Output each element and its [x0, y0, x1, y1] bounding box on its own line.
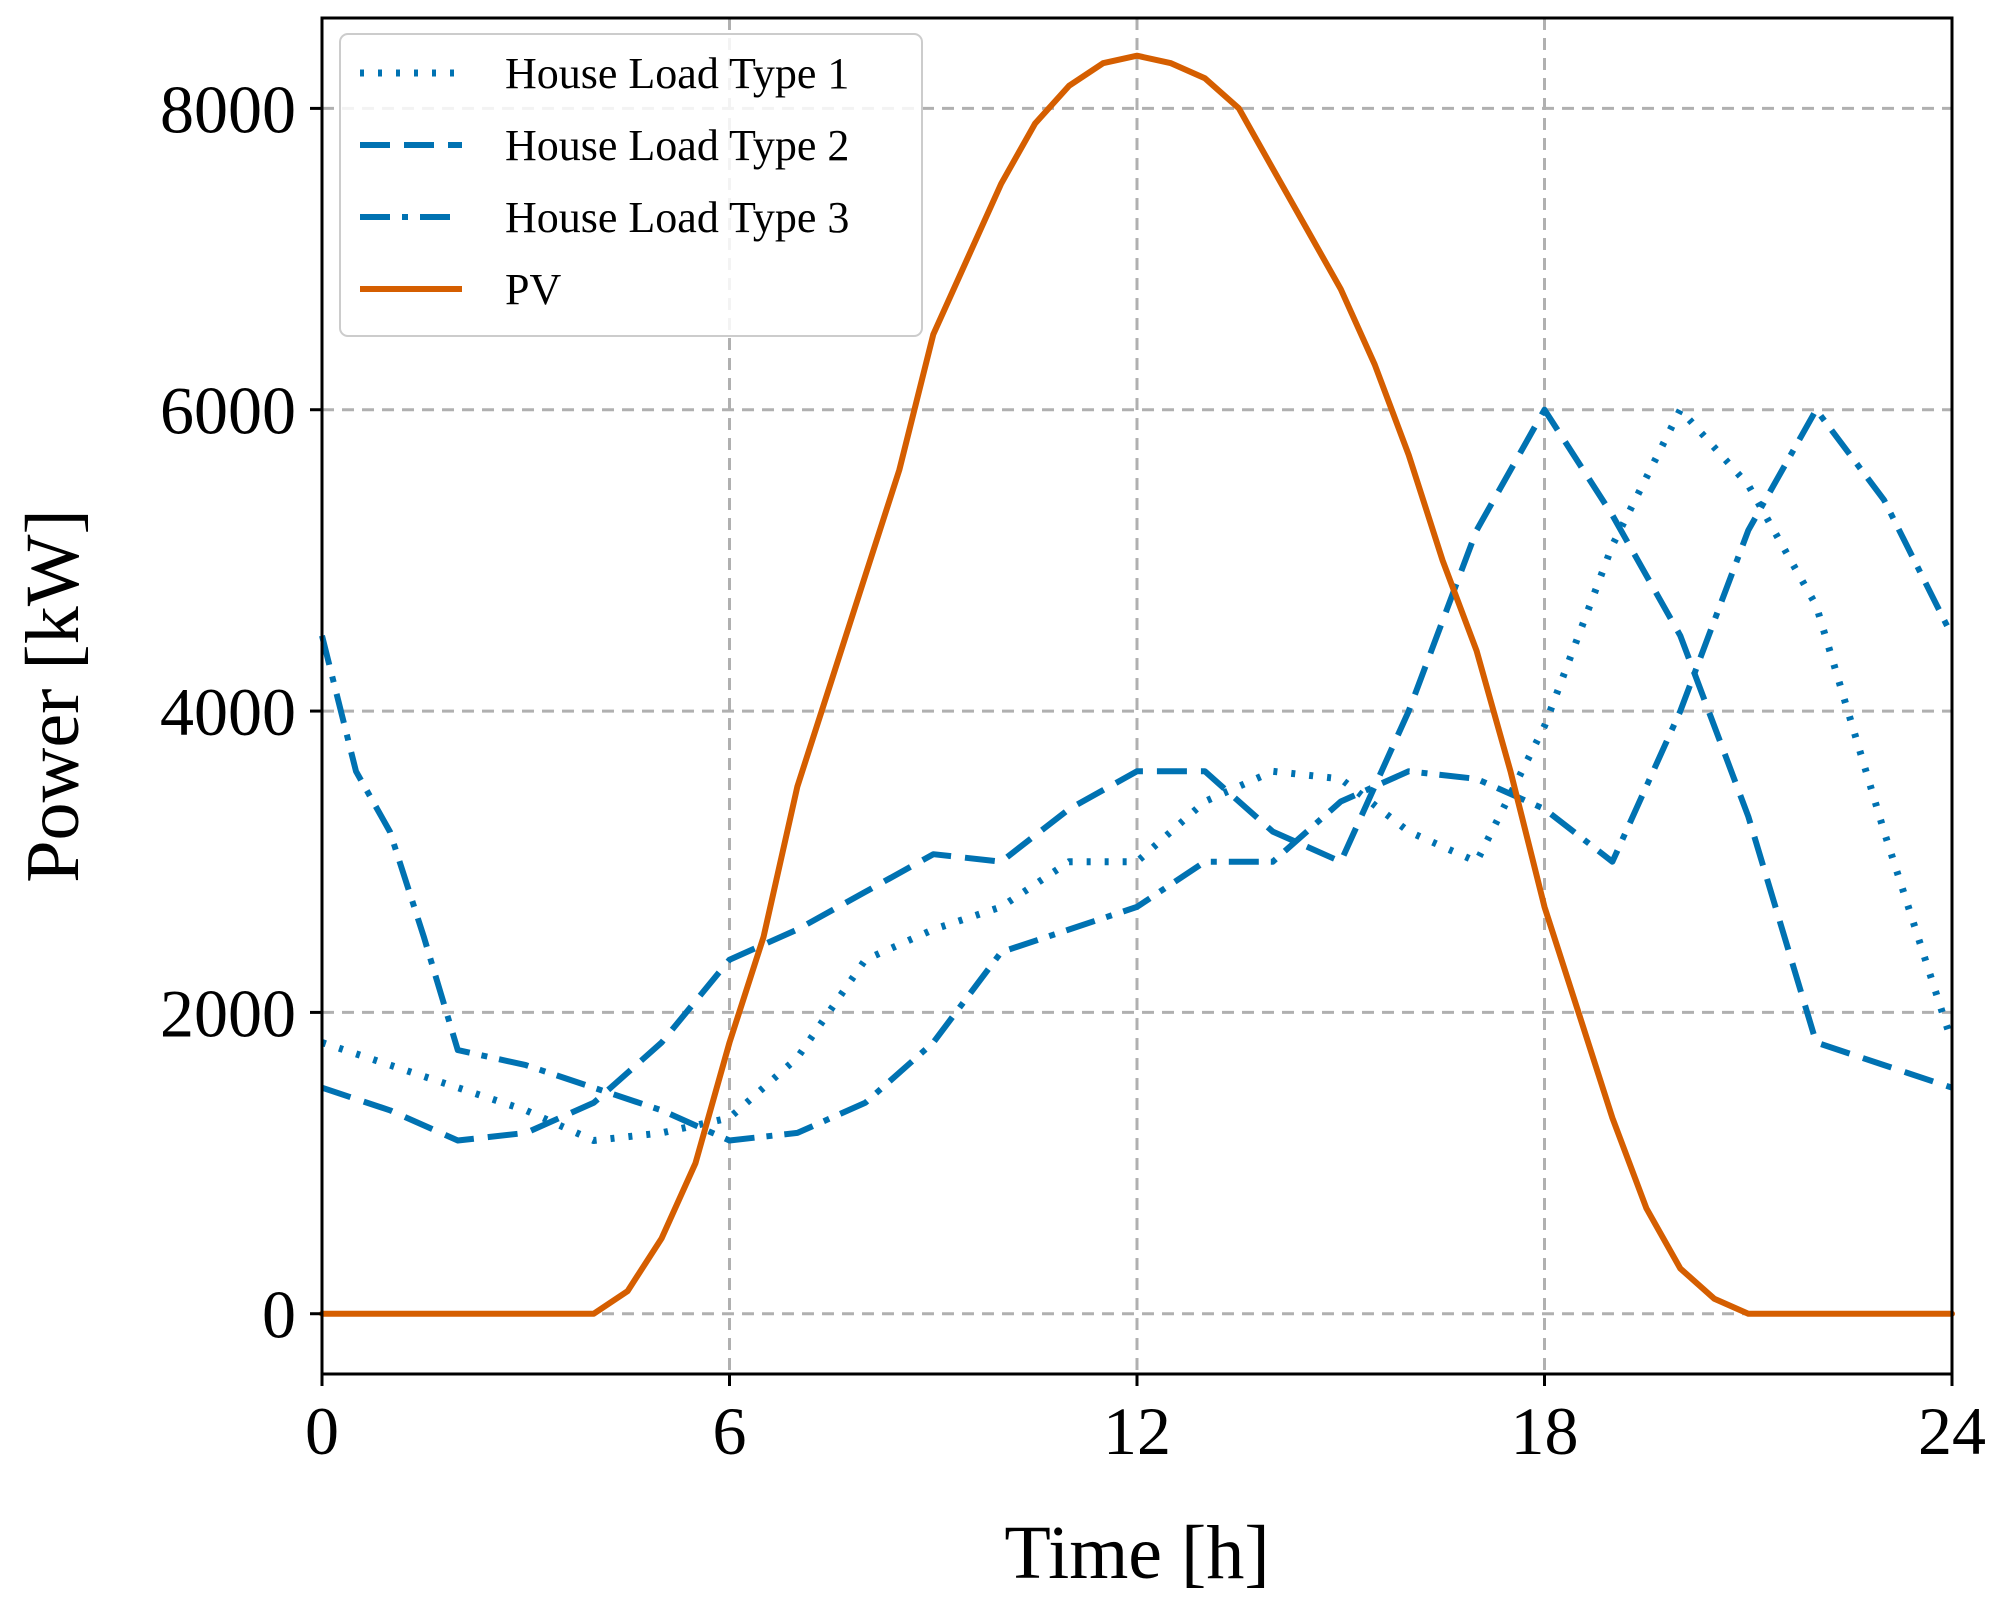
y-tick-label: 0 [262, 1277, 296, 1353]
plot-series [319, 52, 1956, 1317]
x-tick-label: 6 [713, 1393, 747, 1469]
x-tick-label: 0 [305, 1393, 339, 1469]
y-tick-label: 2000 [160, 975, 296, 1051]
legend: House Load Type 1 House Load Type 2 House … [339, 33, 923, 337]
series-line-1 [320, 406, 1956, 1144]
x-axis-title: Time [h] [1004, 1511, 1269, 1595]
y-tick-label: 8000 [160, 71, 296, 147]
series-line-3 [319, 406, 1955, 1144]
legend-label: House Load Type 3 [505, 193, 849, 242]
y-axis-title: Power [kW] [11, 509, 95, 883]
y-tick-label: 6000 [160, 373, 296, 449]
series-line-4 [319, 52, 1955, 1317]
y-tick-label: 4000 [160, 674, 296, 750]
x-tick-label: 24 [1918, 1393, 1986, 1469]
x-tick-label: 18 [1511, 1393, 1579, 1469]
legend-box [339, 33, 923, 337]
series-line-2 [321, 406, 1953, 1144]
legend-label: House Load Type 1 [505, 49, 849, 98]
legend-label: PV [505, 265, 561, 314]
x-tick-label: 12 [1103, 1393, 1171, 1469]
axis-ticks: 0 6 12 18 24 0 2000 4000 6000 8000 [160, 71, 1986, 1469]
legend-label: House Load Type 2 [505, 121, 849, 170]
